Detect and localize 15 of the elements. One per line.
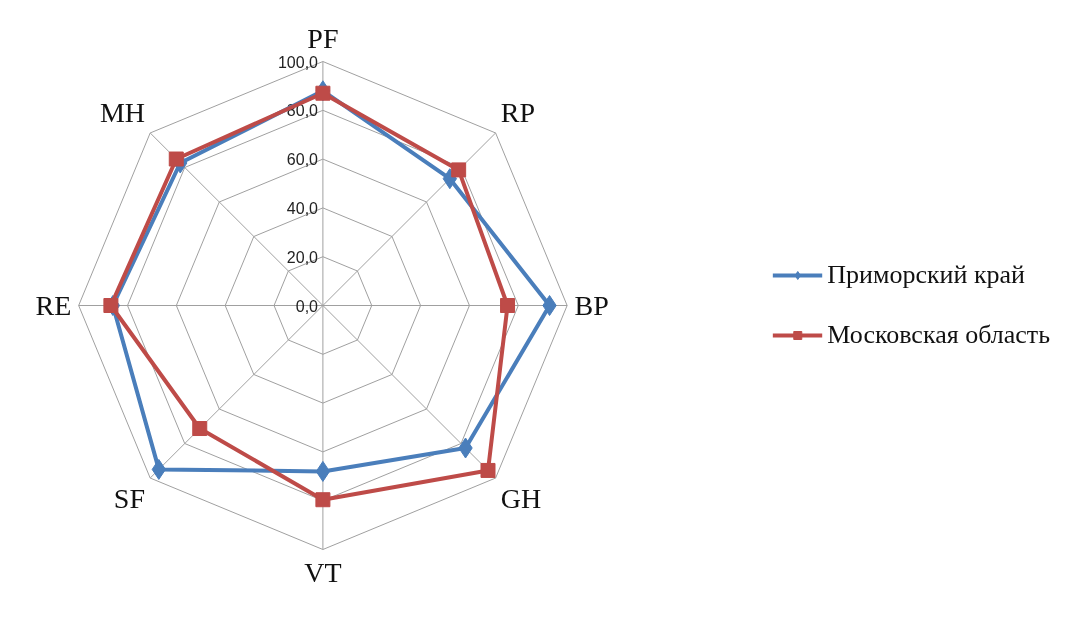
y-tick-label: 20,0 <box>286 248 319 266</box>
y-tick-label: 60,0 <box>286 151 319 169</box>
spoke-label: MH <box>99 96 146 128</box>
spoke-label: RE <box>35 290 72 321</box>
spoke-label: BP <box>574 290 609 321</box>
legend-label: Приморский край <box>827 260 1025 290</box>
y-tick-label: 40,0 <box>286 199 319 217</box>
spoke-label: RP <box>500 96 536 128</box>
spoke-label: SF <box>113 483 146 515</box>
spoke-label: VT <box>304 556 342 588</box>
y-tick-label: 0,0 <box>295 297 319 315</box>
y-tick-label: 100,0 <box>277 53 319 71</box>
spoke-label: GH <box>500 483 542 515</box>
legend-label: Московская область <box>827 320 1050 350</box>
spoke-label: PF <box>307 23 339 55</box>
